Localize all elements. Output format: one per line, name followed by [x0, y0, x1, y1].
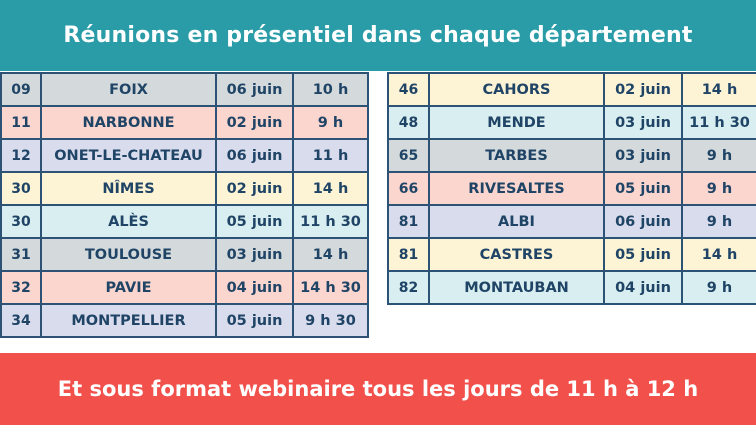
table-row: 66 RIVESALTES 05 juin 9 h: [387, 171, 756, 206]
date-cell: 06 juin: [603, 204, 683, 239]
date-cell: 05 juin: [603, 237, 683, 272]
dept-cell: 31: [0, 237, 42, 272]
time-cell: 11 h 30: [292, 204, 369, 239]
meetings-table-left: 09 FOIX 06 juin 10 h 11 NARBONNE 02 juin 9 h 12 O…: [0, 72, 369, 338]
date-cell: 04 juin: [215, 270, 294, 305]
dept-cell: 66: [387, 171, 430, 206]
time-cell: 11 h: [292, 138, 369, 173]
city-cell: MENDE: [428, 105, 605, 140]
table-row: 81 CASTRES 05 juin 14 h: [387, 237, 756, 272]
dept-cell: 82: [387, 270, 430, 305]
time-cell: 14 h: [292, 237, 369, 272]
table-row: 46 CAHORS 02 juin 14 h: [387, 72, 756, 107]
time-cell: 14 h 30: [292, 270, 369, 305]
date-cell: 06 juin: [215, 72, 294, 107]
dept-cell: 81: [387, 237, 430, 272]
dept-cell: 30: [0, 204, 42, 239]
time-cell: 9 h: [681, 138, 756, 173]
date-cell: 05 juin: [603, 171, 683, 206]
time-cell: 11 h 30: [681, 105, 756, 140]
city-cell: ALÈS: [40, 204, 217, 239]
city-cell: NÎMES: [40, 171, 217, 206]
dept-cell: 12: [0, 138, 42, 173]
time-cell: 9 h: [292, 105, 369, 140]
time-cell: 9 h 30: [292, 303, 369, 338]
table-row: 12 ONET-LE-CHATEAU 06 juin 11 h: [0, 138, 369, 173]
date-cell: 06 juin: [215, 138, 294, 173]
time-cell: 14 h: [681, 72, 756, 107]
table-row: 09 FOIX 06 juin 10 h: [0, 72, 369, 107]
date-cell: 02 juin: [603, 72, 683, 107]
page-title: Réunions en présentiel dans chaque dépar…: [0, 0, 756, 71]
dept-cell: 11: [0, 105, 42, 140]
meetings-table-right: 46 CAHORS 02 juin 14 h 48 MENDE 03 juin 11 h 30…: [387, 72, 756, 305]
dept-cell: 30: [0, 171, 42, 206]
table-row: 31 TOULOUSE 03 juin 14 h: [0, 237, 369, 272]
table-row: 82 MONTAUBAN 04 juin 9 h: [387, 270, 756, 305]
date-cell: 05 juin: [215, 303, 294, 338]
city-cell: TARBES: [428, 138, 605, 173]
city-cell: NARBONNE: [40, 105, 217, 140]
webinar-banner: Et sous format webinaire tous les jours …: [0, 353, 756, 425]
dept-cell: 34: [0, 303, 42, 338]
dept-cell: 48: [387, 105, 430, 140]
date-cell: 03 juin: [603, 138, 683, 173]
city-cell: FOIX: [40, 72, 217, 107]
date-cell: 03 juin: [215, 237, 294, 272]
city-cell: MONTAUBAN: [428, 270, 605, 305]
dept-cell: 32: [0, 270, 42, 305]
dept-cell: 65: [387, 138, 430, 173]
table-row: 11 NARBONNE 02 juin 9 h: [0, 105, 369, 140]
table-row: 30 NÎMES 02 juin 14 h: [0, 171, 369, 206]
date-cell: 02 juin: [215, 105, 294, 140]
city-cell: TOULOUSE: [40, 237, 217, 272]
city-cell: RIVESALTES: [428, 171, 605, 206]
time-cell: 9 h: [681, 171, 756, 206]
date-cell: 02 juin: [215, 171, 294, 206]
table-row: 30 ALÈS 05 juin 11 h 30: [0, 204, 369, 239]
time-cell: 9 h: [681, 204, 756, 239]
city-cell: MONTPELLIER: [40, 303, 217, 338]
time-cell: 9 h: [681, 270, 756, 305]
time-cell: 14 h: [292, 171, 369, 206]
time-cell: 14 h: [681, 237, 756, 272]
city-cell: CAHORS: [428, 72, 605, 107]
table-row: 48 MENDE 03 juin 11 h 30: [387, 105, 756, 140]
table-row: 65 TARBES 03 juin 9 h: [387, 138, 756, 173]
table-row: 34 MONTPELLIER 05 juin 9 h 30: [0, 303, 369, 338]
time-cell: 10 h: [292, 72, 369, 107]
dept-cell: 46: [387, 72, 430, 107]
city-cell: ONET-LE-CHATEAU: [40, 138, 217, 173]
date-cell: 04 juin: [603, 270, 683, 305]
table-row: 81 ALBI 06 juin 9 h: [387, 204, 756, 239]
dept-cell: 09: [0, 72, 42, 107]
city-cell: ALBI: [428, 204, 605, 239]
date-cell: 05 juin: [215, 204, 294, 239]
date-cell: 03 juin: [603, 105, 683, 140]
city-cell: CASTRES: [428, 237, 605, 272]
dept-cell: 81: [387, 204, 430, 239]
table-row: 32 PAVIE 04 juin 14 h 30: [0, 270, 369, 305]
city-cell: PAVIE: [40, 270, 217, 305]
